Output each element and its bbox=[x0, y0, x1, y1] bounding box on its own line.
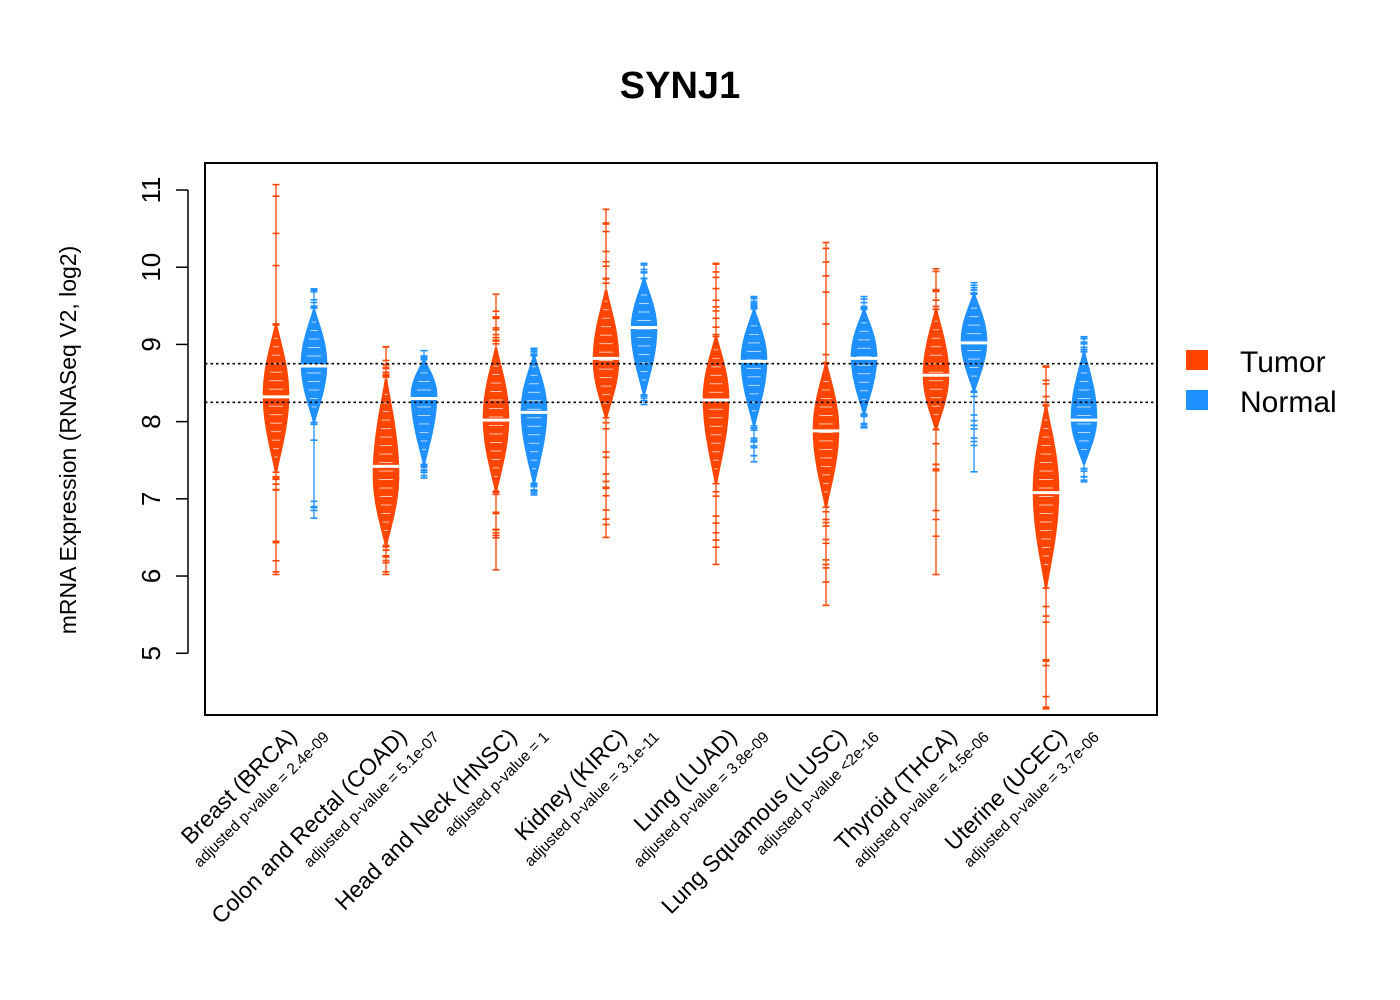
violin-tumor bbox=[702, 262, 730, 566]
y-tick-label: 7 bbox=[136, 492, 166, 506]
violin-tumor bbox=[482, 293, 510, 571]
violin-tumor bbox=[372, 345, 400, 576]
legend: Tumor Normal bbox=[1186, 346, 1337, 419]
legend-label-tumor: Tumor bbox=[1240, 346, 1326, 379]
violin-tumor bbox=[592, 208, 620, 539]
violins-layer bbox=[262, 183, 1098, 710]
y-tick-label: 6 bbox=[136, 569, 166, 583]
violin-tumor bbox=[812, 241, 840, 607]
reference-lines bbox=[205, 362, 1157, 404]
violin-body-normal bbox=[410, 359, 438, 465]
violin-body-normal bbox=[1070, 351, 1098, 465]
y-axis: 5 6 7 8 9 10 11 bbox=[136, 177, 189, 660]
violin-tumor bbox=[922, 267, 950, 576]
violin-tumor bbox=[262, 183, 290, 576]
violin-normal bbox=[1070, 335, 1098, 483]
chart-title: SYNJ1 bbox=[620, 65, 740, 107]
violin-normal bbox=[850, 295, 878, 429]
violin-body-tumor bbox=[922, 309, 950, 430]
y-tick-label: 8 bbox=[136, 414, 166, 428]
violin-normal bbox=[520, 347, 548, 496]
violin-body-normal bbox=[850, 309, 878, 415]
violin-tumor bbox=[1032, 365, 1060, 710]
y-tick-label: 5 bbox=[136, 646, 166, 660]
legend-swatch-normal bbox=[1186, 390, 1208, 410]
legend-label-normal: Normal bbox=[1240, 386, 1337, 419]
violin-normal bbox=[740, 295, 768, 463]
legend-swatch-tumor bbox=[1186, 350, 1208, 370]
violin-normal bbox=[300, 288, 328, 519]
plot-frame bbox=[204, 162, 1158, 716]
violin-normal bbox=[960, 281, 988, 473]
violin-body-normal bbox=[630, 278, 658, 396]
y-axis-label: mRNA Expression (RNASeq V2, log2) bbox=[55, 246, 81, 635]
violin-body-tumor bbox=[592, 289, 620, 419]
violin-body-normal bbox=[740, 309, 768, 426]
violin-normal bbox=[630, 262, 658, 406]
y-tick-label: 9 bbox=[136, 337, 166, 351]
y-tick-label: 10 bbox=[136, 253, 166, 282]
violin-body-tumor bbox=[812, 363, 840, 508]
x-axis-labels: Breast (BRCA)adjusted p-value = 2.4e-09C… bbox=[176, 723, 1103, 928]
violin-normal bbox=[410, 349, 438, 479]
y-tick-label: 11 bbox=[136, 177, 166, 204]
